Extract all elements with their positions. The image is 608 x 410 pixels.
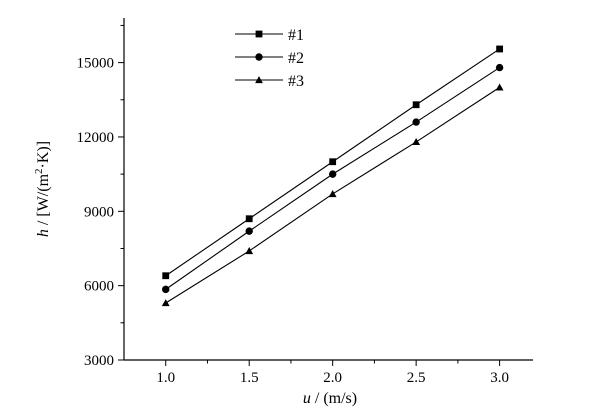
- legend-marker: [255, 30, 263, 38]
- data-point: [328, 190, 337, 198]
- data-point: [245, 227, 253, 235]
- data-point: [495, 83, 504, 91]
- legend-marker: [255, 76, 263, 84]
- data-point: [328, 170, 337, 178]
- y-tick-label: 6000: [84, 279, 114, 295]
- ticks: 1.0 1.5 2.0 2.5 3.0 3000 6000 9000 12000 15000: [77, 24, 509, 386]
- data-point: [245, 215, 253, 223]
- x-tick-label: 2.5: [407, 370, 426, 386]
- data-point: [162, 272, 170, 280]
- y-tick-label: 3000: [84, 353, 114, 369]
- y-tick-label: 15000: [77, 56, 115, 72]
- data-point: [412, 101, 420, 109]
- legend-label: #3: [288, 73, 304, 90]
- data-point: [161, 299, 170, 307]
- y-axis-variable: h: [35, 229, 52, 237]
- x-tick-label: 1.5: [240, 370, 259, 386]
- legend-item: #3: [235, 73, 304, 90]
- data-point: [245, 247, 254, 255]
- legend-item: #1: [235, 27, 304, 44]
- data-point: [162, 285, 170, 294]
- data-point: [496, 45, 504, 53]
- data-point: [329, 158, 337, 166]
- data-point: [495, 63, 504, 72]
- y-tick-label: 12000: [77, 130, 115, 146]
- x-axis-title: u / (m/s): [303, 390, 357, 407]
- y-tick-label: 9000: [84, 204, 114, 220]
- legend-item: #2: [235, 50, 304, 67]
- legend-marker: [255, 53, 263, 61]
- series-layer: [161, 45, 504, 307]
- x-axis-unit: / (m/s): [311, 390, 357, 407]
- x-axis-variable: u: [303, 390, 311, 407]
- x-tick-label: 1.0: [156, 370, 175, 386]
- y-axis-title: h / [W/(m2·K)]: [33, 141, 52, 237]
- series-3: [161, 83, 504, 307]
- legend-label: #1: [288, 27, 304, 44]
- x-tick-label: 2.0: [323, 370, 342, 386]
- series-2: [162, 63, 504, 294]
- series-line: [165, 67, 500, 290]
- legend-label: #2: [288, 50, 304, 67]
- legend: #1 #2 #3: [235, 27, 304, 90]
- series-1: [162, 45, 504, 280]
- x-tick-label: 3.0: [490, 370, 509, 386]
- data-point: [412, 118, 420, 126]
- y-axis-unit-end: ·K)]: [35, 141, 52, 169]
- y-axis-unit: / [W/(m: [35, 173, 52, 229]
- y-axis-unit-superscript: 2: [33, 168, 45, 174]
- axes: [123, 18, 533, 361]
- data-point: [412, 138, 421, 146]
